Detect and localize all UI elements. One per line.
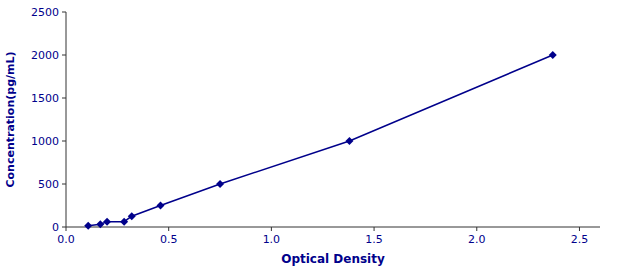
x-tick <box>476 227 477 231</box>
axes: 0.0 0.5 1.0 1.5 2.0 2.5 0 500 1000 1500 2000 2500 <box>31 6 600 246</box>
y-tick <box>62 227 66 228</box>
y-tick-label: 1000 <box>31 135 59 148</box>
x-axis-line <box>66 227 600 228</box>
y-axis-label: Concentration(pg/mL) <box>4 51 17 187</box>
data-point <box>103 218 111 226</box>
y-tick <box>62 141 66 142</box>
y-tick-label: 500 <box>38 178 59 191</box>
y-axis-line <box>66 12 67 227</box>
x-axis-label: Optical Density <box>281 252 385 266</box>
y-tick-label: 0 <box>52 221 59 234</box>
data-point <box>84 222 92 230</box>
plot-area <box>84 51 557 230</box>
x-tick-label: 2.0 <box>468 233 486 246</box>
x-tick <box>271 227 272 231</box>
x-tick <box>374 227 375 231</box>
x-tick-label: 0.0 <box>57 233 75 246</box>
y-tick-label: 2500 <box>31 6 59 19</box>
x-tick <box>66 227 67 231</box>
y-tick <box>62 12 66 13</box>
x-tick-label: 0.5 <box>160 233 178 246</box>
background <box>0 0 618 271</box>
chart-container: 0.0 0.5 1.0 1.5 2.0 2.5 0 500 1000 1500 2000 2500 Op… <box>0 0 618 271</box>
x-tick-label: 1.5 <box>365 233 383 246</box>
x-tick-label: 2.5 <box>571 233 589 246</box>
y-tick-label: 2000 <box>31 49 59 62</box>
chart-svg: 0.0 0.5 1.0 1.5 2.0 2.5 0 500 1000 1500 2000 2500 Op… <box>0 0 618 271</box>
y-tick-label: 1500 <box>31 92 59 105</box>
x-tick-label: 1.0 <box>263 233 281 246</box>
data-point <box>120 218 128 226</box>
data-point <box>156 202 164 210</box>
y-tick <box>62 55 66 56</box>
y-tick <box>62 184 66 185</box>
x-tick <box>168 227 169 231</box>
series-line <box>88 55 553 226</box>
data-point <box>345 137 353 145</box>
x-tick <box>579 227 580 231</box>
data-point <box>549 51 557 59</box>
data-point <box>216 180 224 188</box>
y-tick <box>62 98 66 99</box>
data-point <box>128 212 136 220</box>
data-point <box>96 220 104 228</box>
